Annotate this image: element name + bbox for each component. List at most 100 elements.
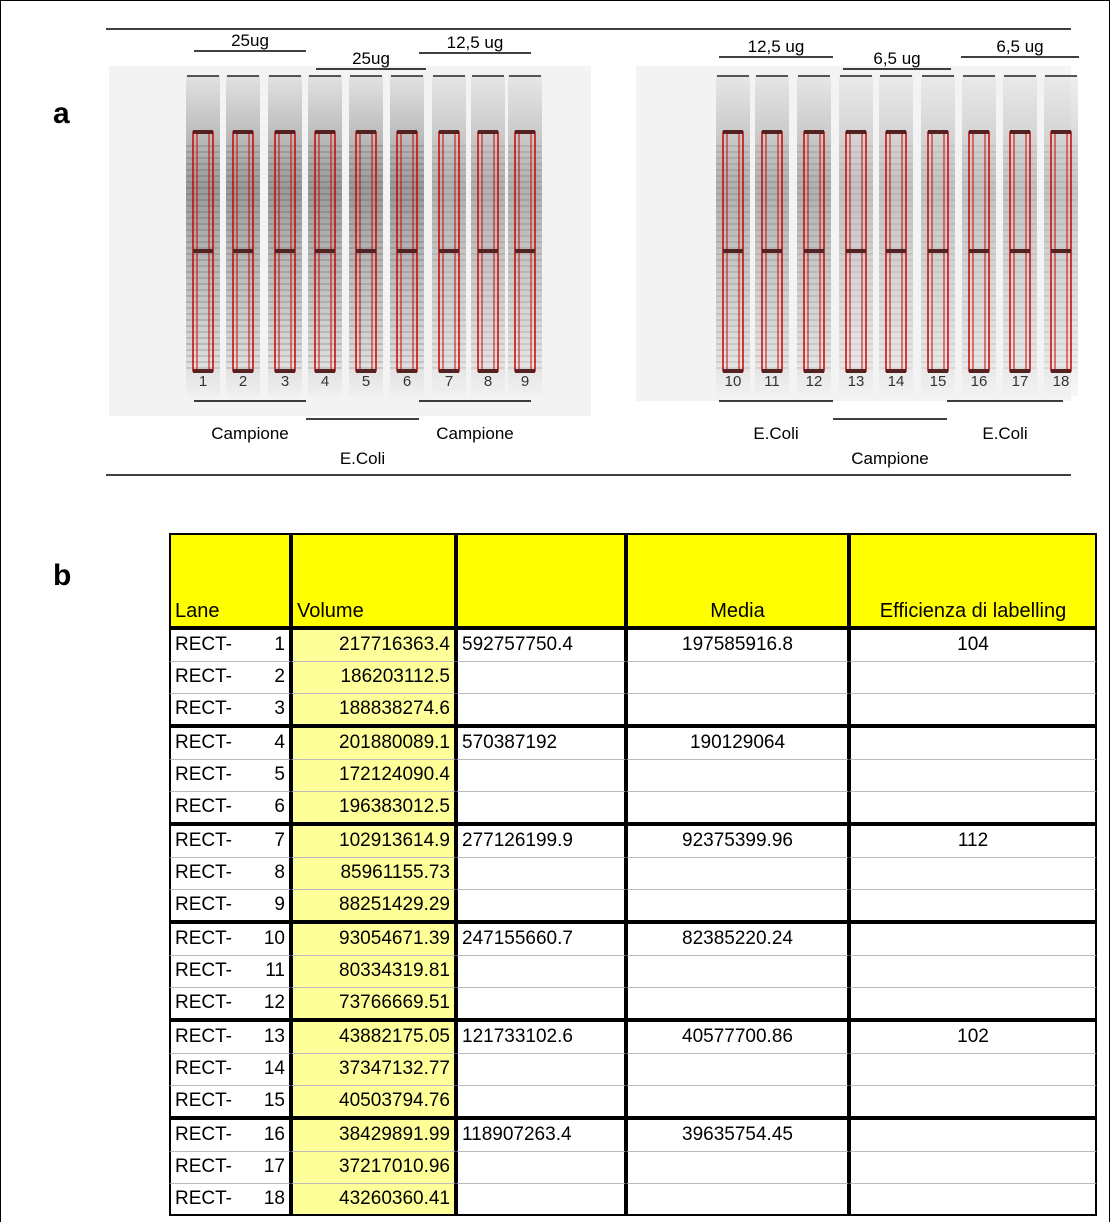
table-cell: 39635754.45 [626,1118,849,1151]
table-cell: RECT-16 [169,1118,291,1151]
lane-prefix: RECT- [175,1058,232,1080]
lane-prefix: RECT- [175,992,232,1014]
header-cell: Efficienza di labelling [849,533,1097,628]
handle [1010,130,1030,134]
table-cell [626,661,849,694]
lane-prefix: RECT- [175,634,232,656]
handle [193,130,213,134]
table-cell: 102913614.9 [291,824,456,857]
table-cell [849,955,1097,988]
gel-bands [921,141,955,371]
lane-prefix: RECT- [175,698,232,720]
handle [315,130,335,134]
gel-bands [839,141,873,371]
table-cell [849,661,1097,694]
lane-number: 6 [274,796,285,818]
bottom-label: E.Coli [753,424,798,443]
gel-bands [716,141,750,371]
table-cell: RECT-2 [169,661,291,694]
lane-number: 13 [848,373,865,390]
table-cell: RECT-3 [169,693,291,726]
table-cell: RECT-17 [169,1151,291,1184]
figure: a b 12345678910111213141516171825ug25ug1… [0,0,1110,1222]
table-cell: 38429891.99 [291,1118,456,1151]
table-cell: 112 [849,824,1097,857]
lane-number: 13 [264,1026,285,1048]
lane-number: 7 [445,373,453,390]
lane-number: 9 [274,894,285,916]
table-cell [456,1053,626,1086]
table-cell: 82385220.24 [626,922,849,955]
lane-prefix: RECT- [175,796,232,818]
handle [762,130,782,134]
table-cell: 118907263.4 [456,1118,626,1151]
lane-number: 6 [403,373,411,390]
table-cell: 93054671.39 [291,922,456,955]
gel-bands [879,141,913,371]
handle [928,130,948,134]
table-cell [849,759,1097,792]
table-cell: RECT-9 [169,889,291,922]
handle [804,249,824,253]
table-cell [626,955,849,988]
table-cell: RECT-1 [169,628,291,661]
gel-bands [962,141,996,371]
table-cell: 43882175.05 [291,1020,456,1053]
handle [804,130,824,134]
top-label: 25ug [352,49,390,68]
handle [478,130,498,134]
gel-bands [797,141,831,371]
lane-number: 4 [321,373,329,390]
table-cell: 190129064 [626,726,849,759]
table-cell: 186203112.5 [291,661,456,694]
table-cell: RECT-13 [169,1020,291,1053]
handle [928,249,948,253]
handle [762,249,782,253]
lane-prefix: RECT- [175,1124,232,1146]
lane-number: 15 [930,373,947,390]
table-cell: 73766669.51 [291,987,456,1020]
table-cell [626,889,849,922]
table-cell: RECT- 6 [169,791,291,824]
table-cell: RECT- 11 [169,955,291,988]
lane-prefix: RECT- [175,1188,232,1210]
lane-prefix: RECT- [175,830,232,852]
table-cell: 92375399.96 [626,824,849,857]
handle [515,130,535,134]
table-cell [626,987,849,1020]
lane-number: 5 [274,764,285,786]
handle [886,249,906,253]
table-cell [626,1053,849,1086]
gel-bands [268,141,302,371]
table-cell: 592757750.4 [456,628,626,661]
handle [969,130,989,134]
top-label: 6,5 ug [996,37,1043,56]
top-label: 12,5 ug [748,37,805,56]
handle [233,249,253,253]
header-cell: Volume [291,533,456,628]
table-cell: 188838274.6 [291,693,456,726]
table-cell [626,759,849,792]
lane-number: 16 [971,373,988,390]
table-cell [626,1183,849,1216]
table-cell: RECT-12 [169,987,291,1020]
table-cell [849,1183,1097,1216]
table-cell: 104 [849,628,1097,661]
lane-number: 11 [265,960,285,982]
gel-bands [349,141,383,371]
table-cell: 277126199.9 [456,824,626,857]
lane-number: 5 [362,373,370,390]
header-cell: Media [626,533,849,628]
table-cell: 88251429.29 [291,889,456,922]
lane-prefix: RECT- [175,960,232,982]
lane-prefix: RECT- [175,928,232,950]
table-cell [456,1183,626,1216]
gel-bands [1044,141,1078,371]
table-cell [849,693,1097,726]
lane-number: 7 [274,830,285,852]
handle [275,249,295,253]
table-cell: 121733102.6 [456,1020,626,1053]
gel-bands [508,141,542,371]
handle [969,249,989,253]
table-cell [849,1151,1097,1184]
